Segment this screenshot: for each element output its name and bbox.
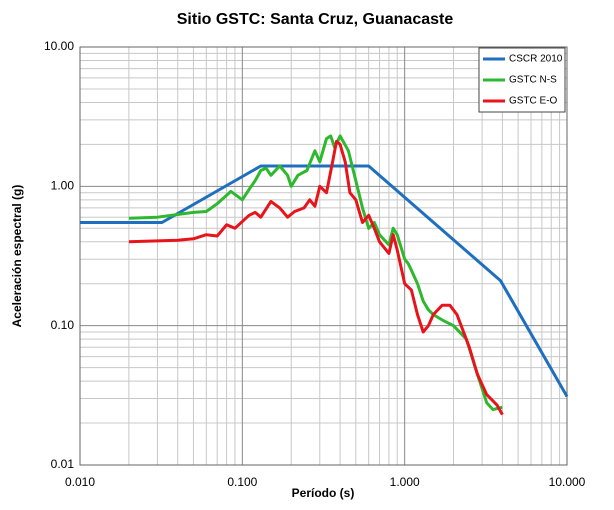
plot-border	[79, 46, 568, 466]
x-axis-label: Período (s)	[292, 486, 355, 500]
legend-label: GSTC E-O	[509, 96, 558, 107]
legend-label: CSCR 2010	[509, 54, 563, 65]
series-line	[128, 134, 503, 412]
series-line	[80, 164, 569, 398]
x-tick-label: 1.000	[390, 475, 420, 489]
chart-title: Sitio GSTC: Santa Cruz, Guanacaste	[177, 11, 454, 28]
y-tick-label: 0.10	[51, 318, 75, 332]
x-tick-label: 0.010	[65, 475, 95, 489]
y-tick-label: 1.00	[51, 179, 75, 193]
y-axis-label: Aceleración espectral (g)	[10, 185, 24, 328]
y-tick-label: 0.01	[51, 457, 75, 471]
x-tick-label: 10.000	[549, 475, 586, 489]
legend-label: GSTC N-S	[509, 75, 557, 86]
y-tick-label: 10.00	[44, 39, 74, 53]
series-line	[128, 139, 504, 416]
x-tick-label: 0.100	[227, 475, 257, 489]
